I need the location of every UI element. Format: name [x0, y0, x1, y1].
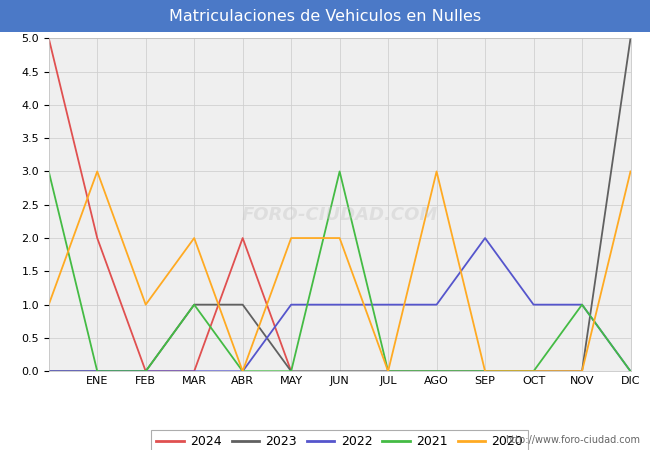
- Legend: 2024, 2023, 2022, 2021, 2020: 2024, 2023, 2022, 2021, 2020: [151, 430, 528, 450]
- Text: Matriculaciones de Vehiculos en Nulles: Matriculaciones de Vehiculos en Nulles: [169, 9, 481, 24]
- Text: http://www.foro-ciudad.com: http://www.foro-ciudad.com: [505, 435, 640, 445]
- Text: FORO-CIUDAD.COM: FORO-CIUDAD.COM: [242, 206, 437, 224]
